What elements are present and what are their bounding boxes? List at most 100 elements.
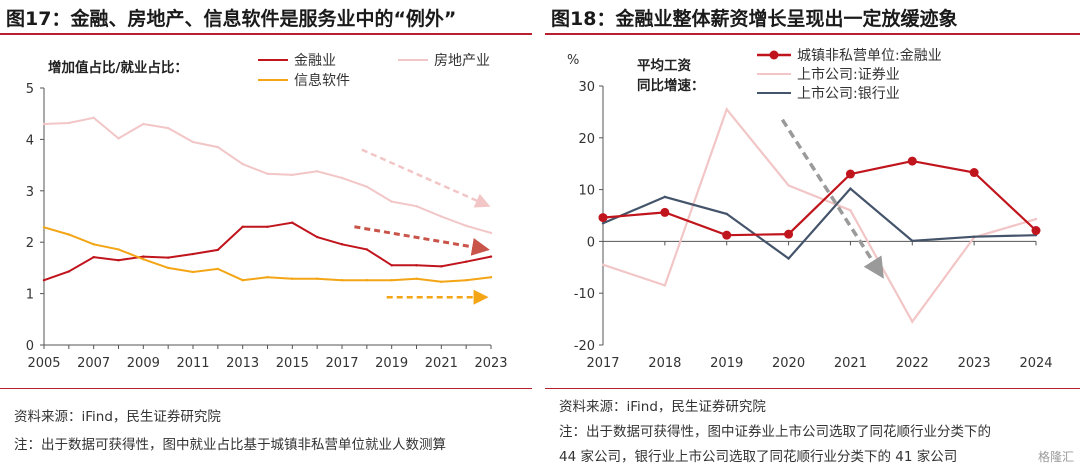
left-y-tick-label: 1 <box>26 288 34 303</box>
left-point-finance <box>340 243 344 246</box>
right-note-line1: 注：出于数据可获得性，图中证券业上市公司选取了同花顺行业分类下的 <box>559 424 991 440</box>
right-annotation-line1: 平均工资 <box>637 57 691 74</box>
right-point-bank <box>601 222 605 225</box>
right-x-tick-label: 2024 <box>1019 356 1052 371</box>
right-point-securities <box>1034 217 1038 221</box>
right-legend: 城镇非私营单位:金融业 上市公司:证券业 上市公司:银行业 <box>757 48 942 102</box>
legend-label-software: 信息软件 <box>294 72 350 89</box>
legend-label-bank: 上市公司:银行业 <box>797 85 900 102</box>
right-point-finance-nonprivate <box>845 169 855 179</box>
right-series-securities <box>602 107 1037 324</box>
left-point-realestate <box>117 137 120 140</box>
right-point-finance-nonprivate <box>969 168 979 178</box>
left-x-tick-label: 2013 <box>226 356 259 371</box>
legend-label-finance-nonprivate: 城镇非私营单位:金融业 <box>797 48 942 64</box>
left-point-realestate <box>315 170 319 173</box>
right-point-bank <box>972 235 976 238</box>
left-source: 资料来源：iFind，民生证券研究院 <box>14 409 221 425</box>
left-y-tick-label: 0 <box>26 339 34 354</box>
left-point-realestate <box>266 172 269 176</box>
left-x-tick-label: 2017 <box>325 356 358 371</box>
right-point-bank <box>663 195 667 199</box>
right-figure-panel: 图18：金融业整体薪资增长呈现出一定放缓迹象 % 平均工资 同比增速： 城镇非私… <box>545 0 1080 471</box>
right-point-bank <box>725 212 728 216</box>
left-x-tick-label: 2015 <box>276 356 309 371</box>
left-series-realestate <box>43 116 492 234</box>
left-figure-panel: 图17：金融、房地产、信息软件是服务业中的“例外” 增加值占比/就业占比： 金融… <box>0 0 532 471</box>
left-point-finance <box>191 252 195 256</box>
left-x-tick-label: 2019 <box>375 356 408 371</box>
left-chart: 增加值占比/就业占比： 金融业 房地产业 信息软件 0 1 2 3 4 5 2005 2007… <box>26 53 508 371</box>
right-x-tick-label: 2020 <box>772 356 805 371</box>
left-x-tick-label: 2007 <box>77 356 110 371</box>
right-point-bank <box>849 187 852 190</box>
right-x-tick-label: 2019 <box>710 356 743 371</box>
left-title-rule <box>0 33 532 35</box>
left-series-software <box>43 226 492 283</box>
left-point-realestate <box>489 231 493 235</box>
right-point-bank <box>911 239 914 243</box>
right-chart: % 平均工资 同比增速： 城镇非私营单位:金融业 上市公司:证券业 上市公司:银… <box>567 48 1053 371</box>
left-point-software <box>241 279 244 282</box>
right-y-tick-label: 30 <box>578 80 595 95</box>
right-point-finance-nonprivate <box>598 213 608 223</box>
left-point-software <box>291 277 294 280</box>
right-y-tick-label: 10 <box>578 184 595 199</box>
legend-marker-finance-nonprivate <box>769 50 779 60</box>
left-point-realestate <box>216 145 220 149</box>
left-point-realestate <box>464 224 468 227</box>
right-point-securities <box>849 209 852 212</box>
left-y-tick-label: 4 <box>26 133 34 148</box>
left-x-tick-label: 2023 <box>474 356 507 371</box>
right-source: 资料来源：iFind，民生证券研究院 <box>559 399 766 415</box>
left-point-realestate <box>42 122 46 126</box>
right-point-finance-nonprivate <box>722 230 732 240</box>
left-point-realestate <box>166 126 170 130</box>
right-arrow-grey-down <box>780 118 884 279</box>
left-point-software <box>191 270 195 274</box>
left-point-software <box>117 248 120 251</box>
right-point-securities <box>911 320 914 323</box>
left-point-finance <box>365 248 369 251</box>
right-series-bank <box>602 187 1037 260</box>
right-point-finance-nonprivate <box>907 156 917 166</box>
left-y-tick-label: 3 <box>26 185 34 200</box>
left-point-software <box>315 277 319 280</box>
left-point-realestate <box>142 122 145 126</box>
left-point-realestate <box>191 140 195 144</box>
left-point-software <box>365 279 369 282</box>
left-point-software <box>142 257 145 261</box>
left-point-software <box>92 243 95 246</box>
right-title-rule <box>545 33 1080 35</box>
right-point-securities <box>601 263 605 266</box>
left-point-software <box>489 275 493 279</box>
left-y-tick-label: 2 <box>26 236 34 251</box>
right-figure-title: 图18：金融业整体薪资增长呈现出一定放缓迹象 <box>551 8 958 30</box>
left-point-finance <box>266 225 269 228</box>
left-x-tick-label: 2005 <box>27 356 60 371</box>
right-point-securities <box>725 108 728 111</box>
left-x-tick-label: 2009 <box>127 356 160 371</box>
left-point-realestate <box>67 121 71 125</box>
right-x-tick-label: 2022 <box>896 356 929 371</box>
left-legend: 金融业 房地产业 信息软件 <box>258 53 490 89</box>
left-point-finance <box>42 279 46 282</box>
left-point-software <box>166 266 170 270</box>
left-point-realestate <box>365 185 369 188</box>
watermark-logo: 格隆汇 <box>1037 450 1074 464</box>
left-point-finance <box>117 258 120 262</box>
left-x-tick-label: 2021 <box>425 356 458 371</box>
right-x-tick-label: 2023 <box>958 356 991 371</box>
left-point-finance <box>241 225 244 228</box>
left-point-software <box>266 275 269 279</box>
left-point-finance <box>315 235 319 239</box>
left-point-finance <box>142 255 145 258</box>
left-point-software <box>415 277 418 280</box>
left-point-realestate <box>340 176 344 180</box>
legend-label-realestate: 房地产业 <box>434 53 490 69</box>
left-point-realestate <box>291 173 294 177</box>
left-point-finance <box>216 248 220 252</box>
left-point-finance <box>92 255 95 259</box>
right-y-tick-label: 0 <box>587 235 595 250</box>
left-x-tick-label: 2011 <box>176 356 209 371</box>
